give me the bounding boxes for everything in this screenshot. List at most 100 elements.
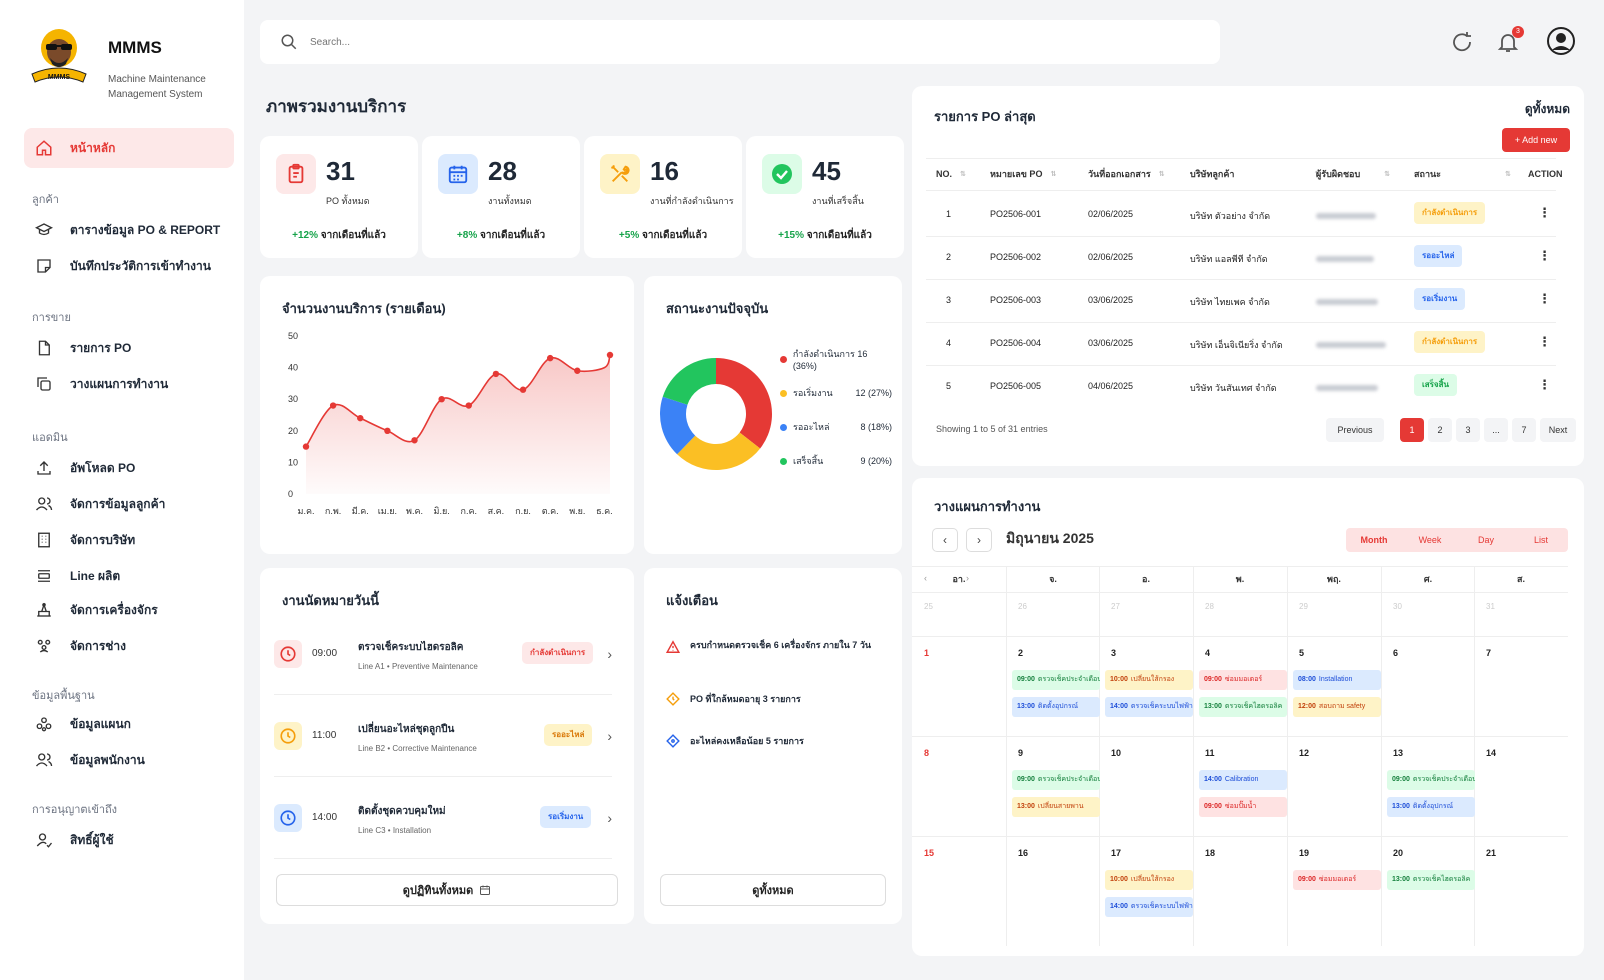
data-point[interactable] bbox=[357, 414, 364, 422]
pagination-page-2[interactable]: 2 bbox=[1428, 418, 1452, 442]
add-new-po-button[interactable]: + Add new bbox=[1502, 128, 1570, 152]
calendar-event[interactable]: 13:00 ตรวจเช็คไฮดรอลิค bbox=[1199, 697, 1287, 717]
calendar-day-number[interactable]: 4 bbox=[1205, 648, 1211, 658]
calendar-event[interactable]: 13:00 เปลี่ยนสายพาน bbox=[1012, 797, 1100, 817]
sidebar-item-departments[interactable]: ข้อมูลแผนก bbox=[34, 712, 234, 736]
column-header[interactable]: หมายเลข PO ⇅ bbox=[990, 158, 1056, 190]
sidebar-item-employees[interactable]: ข้อมูลพนักงาน bbox=[34, 748, 234, 772]
sidebar-item-po-list[interactable]: รายการ PO bbox=[34, 336, 234, 360]
chevron-right-icon[interactable]: › bbox=[966, 573, 969, 583]
pagination-previous[interactable]: Previous bbox=[1326, 418, 1384, 442]
pagination-page-3[interactable]: 3 bbox=[1456, 418, 1480, 442]
calendar-day-number[interactable]: 15 bbox=[924, 848, 935, 858]
chevron-right-icon[interactable]: › bbox=[607, 810, 612, 826]
data-point[interactable] bbox=[574, 367, 581, 374]
view-all-po-link[interactable]: ดูทั้งหมด bbox=[1524, 102, 1570, 116]
sidebar-item-home[interactable]: หน้าหลัก bbox=[34, 136, 234, 160]
column-header[interactable]: NO. ⇅ bbox=[936, 158, 966, 190]
data-point[interactable] bbox=[519, 386, 527, 393]
avatar-icon[interactable] bbox=[1546, 26, 1576, 56]
sidebar-item-technicians[interactable]: จัดการช่าง bbox=[34, 634, 234, 658]
calendar-day-number[interactable]: 8 bbox=[924, 748, 930, 758]
view-tab-week[interactable]: Week bbox=[1402, 528, 1458, 552]
view-all-alerts-button[interactable]: ดูทั้งหมด bbox=[660, 874, 886, 906]
pagination-next[interactable]: Next bbox=[1540, 418, 1576, 442]
calendar-day-number[interactable]: 14 bbox=[1486, 748, 1497, 758]
calendar-event[interactable]: 09:00 ซ่อมปั๊มน้ำ bbox=[1199, 797, 1287, 817]
appointment-item[interactable]: 14:00 ติดตั้งชุดควบคุมใหม่ Line C3 • Ins… bbox=[274, 798, 612, 858]
bell-icon[interactable] bbox=[1496, 30, 1520, 54]
sidebar-item-machines[interactable]: จัดการเครื่องจักร bbox=[34, 598, 234, 622]
data-point[interactable] bbox=[384, 427, 391, 434]
calendar-event[interactable]: 13:00 ตรวจเช็คไฮดรอลิค bbox=[1387, 870, 1475, 890]
chevron-right-icon[interactable]: › bbox=[607, 728, 612, 744]
calendar-day-number[interactable]: 17 bbox=[1111, 848, 1122, 858]
column-header[interactable]: วันที่ออกเอกสาร ⇅ bbox=[1088, 158, 1165, 190]
table-row[interactable]: 4 PO2506-004 03/06/2025 บริษัท เอ็นจิเนียริ… bbox=[912, 323, 1584, 366]
calendar-event[interactable]: 14:00 Calibration bbox=[1199, 770, 1287, 790]
data-point[interactable] bbox=[302, 443, 310, 450]
alert-item[interactable]: อะไหล่คงเหลือน้อย 5 รายการ bbox=[666, 734, 892, 748]
appointment-item[interactable]: 11:00 เปลี่ยนอะไหล่ชุดลูกปืน Line B2 • C… bbox=[274, 716, 612, 776]
kebab-menu-icon[interactable]: ⋮ bbox=[1538, 248, 1551, 263]
column-header[interactable]: ผู้รับผิดชอบ ⇅ bbox=[1316, 158, 1390, 190]
calendar-day-number[interactable]: 13 bbox=[1393, 748, 1404, 758]
calendar-event[interactable]: 09:00 ตรวจเช็คประจำเดือน bbox=[1387, 770, 1475, 790]
kebab-menu-icon[interactable]: ⋮ bbox=[1538, 291, 1551, 306]
calendar-next-button[interactable]: › bbox=[966, 528, 992, 552]
sidebar-item-production-line[interactable]: Line ผลิต bbox=[34, 564, 234, 588]
view-tab-month[interactable]: Month bbox=[1346, 528, 1402, 552]
calendar-event[interactable]: 09:00 ซ่อมมอเตอร์ bbox=[1293, 870, 1381, 890]
table-row[interactable]: 3 PO2506-003 03/06/2025 บริษัท ไทยเพค จำกัด… bbox=[912, 280, 1584, 323]
calendar-day-number[interactable]: 21 bbox=[1486, 848, 1497, 858]
alert-item[interactable]: PO ที่ใกล้หมดอายุ 3 รายการ bbox=[666, 692, 892, 706]
table-row[interactable]: 1 PO2506-001 02/06/2025 บริษัท ตัวอย่าง จำก… bbox=[912, 194, 1584, 237]
pagination-page-1[interactable]: 1 bbox=[1400, 418, 1424, 442]
data-point[interactable] bbox=[546, 354, 554, 362]
calendar-event[interactable]: 09:00 ตรวจเช็คประจำเดือน bbox=[1012, 670, 1100, 690]
sidebar-item-companies[interactable]: จัดการบริษัท bbox=[34, 528, 234, 552]
calendar-event[interactable]: 13:00 ติดตั้งอุปกรณ์ bbox=[1012, 697, 1100, 717]
calendar-day-number[interactable]: 11 bbox=[1205, 748, 1215, 758]
sidebar-item-user-permissions[interactable]: สิทธิ์ผู้ใช้ bbox=[34, 828, 234, 852]
sidebar-item-po-report[interactable]: ตารางข้อมูล PO & REPORT bbox=[34, 218, 234, 242]
column-header[interactable]: บริษัทลูกค้า ⇅ bbox=[1190, 158, 1320, 190]
sidebar-item-customers[interactable]: จัดการข้อมูลลูกค้า bbox=[34, 492, 234, 516]
calendar-event[interactable]: 14:00 ตรวจเช็คระบบไฟฟ้า bbox=[1105, 897, 1193, 917]
kebab-menu-icon[interactable]: ⋮ bbox=[1538, 205, 1551, 220]
calendar-day-number[interactable]: 10 bbox=[1111, 748, 1122, 758]
calendar-event[interactable]: 09:00 ซ่อมมอเตอร์ bbox=[1199, 670, 1287, 690]
calendar-day-number[interactable]: 30 bbox=[1393, 602, 1402, 611]
kebab-menu-icon[interactable]: ⋮ bbox=[1538, 377, 1551, 392]
calendar-prev-button[interactable]: ‹ bbox=[932, 528, 958, 552]
calendar-event[interactable]: 10:00 เปลี่ยนใส้กรอง bbox=[1105, 670, 1193, 690]
calendar-day-number[interactable]: 26 bbox=[1018, 602, 1027, 611]
calendar-day-number[interactable]: 2 bbox=[1018, 648, 1024, 658]
alert-item[interactable]: ครบกำหนดตรวจเช็ค 6 เครื่องจักร ภายใน 7 ว… bbox=[666, 640, 892, 654]
calendar-day-number[interactable]: 5 bbox=[1299, 648, 1305, 658]
sidebar-item-work-plan[interactable]: วางแผนการทำงาน bbox=[34, 372, 234, 396]
pagination-page-7[interactable]: 7 bbox=[1512, 418, 1536, 442]
calendar-day-number[interactable]: 29 bbox=[1299, 602, 1308, 611]
calendar-event[interactable]: 08:00 Installation bbox=[1293, 670, 1381, 690]
view-calendar-button[interactable]: ดูปฏิทินทั้งหมด bbox=[276, 874, 618, 906]
data-point[interactable] bbox=[606, 351, 614, 359]
table-row[interactable]: 2 PO2506-002 02/06/2025 บริษัท แอลพีที จำกั… bbox=[912, 237, 1584, 280]
calendar-event[interactable]: 09:00 ตรวจเช็คประจำเดือน bbox=[1012, 770, 1100, 790]
data-point[interactable] bbox=[492, 370, 500, 378]
calendar-day-number[interactable]: 18 bbox=[1205, 848, 1216, 858]
data-point[interactable] bbox=[329, 402, 337, 409]
calendar-day-number[interactable]: 20 bbox=[1393, 848, 1404, 858]
data-point[interactable] bbox=[465, 402, 472, 409]
chevron-right-icon[interactable]: › bbox=[607, 646, 612, 662]
calendar-day-number[interactable]: 28 bbox=[1205, 602, 1214, 611]
calendar-day-number[interactable]: 25 bbox=[924, 602, 933, 611]
calendar-day-number[interactable]: 19 bbox=[1299, 848, 1310, 858]
calendar-event[interactable]: 14:00 ตรวจเช็คระบบไฟฟ้า bbox=[1105, 697, 1193, 717]
data-point[interactable] bbox=[411, 437, 418, 444]
pie-slice[interactable] bbox=[662, 358, 716, 405]
calendar-event[interactable]: 13:00 ติดตั้งอุปกรณ์ bbox=[1387, 797, 1475, 817]
column-header[interactable]: สถานะ ⇅ bbox=[1414, 158, 1511, 190]
calendar-day-number[interactable]: 31 bbox=[1486, 602, 1495, 611]
kebab-menu-icon[interactable]: ⋮ bbox=[1538, 334, 1551, 349]
